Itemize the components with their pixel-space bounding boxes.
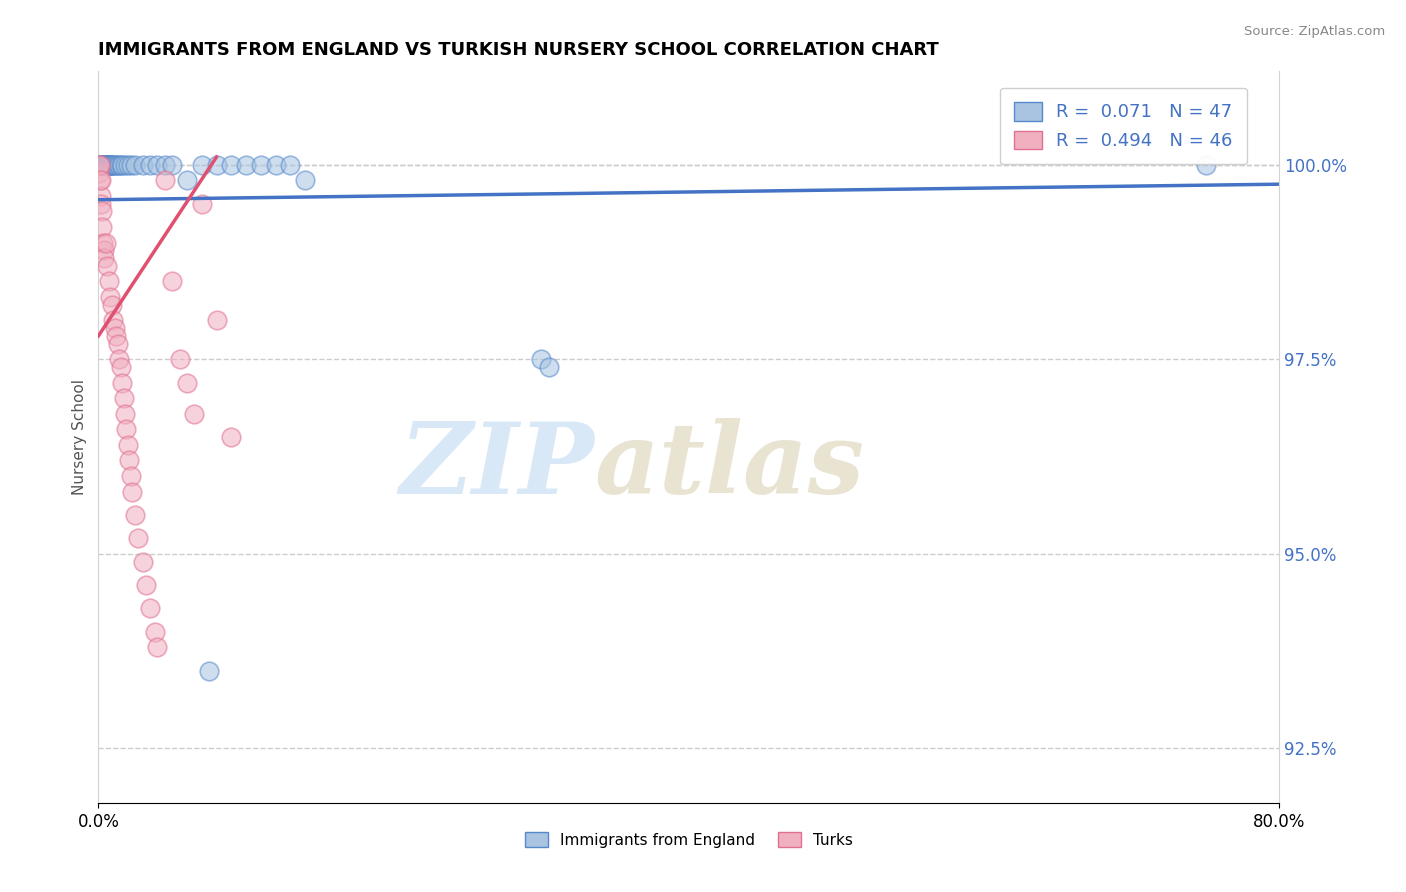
Point	[120, 469, 142, 483]
Point	[537, 359, 560, 374]
Point	[91, 158, 114, 172]
Point	[235, 158, 257, 172]
Point	[112, 391, 135, 405]
Point	[135, 578, 157, 592]
Point	[90, 173, 112, 187]
Point	[191, 158, 214, 172]
Point	[89, 158, 111, 172]
Point	[114, 158, 136, 172]
Point	[132, 555, 155, 569]
Point	[89, 173, 111, 187]
Point	[104, 321, 127, 335]
Point	[146, 640, 169, 655]
Point	[118, 453, 141, 467]
Point	[91, 219, 114, 234]
Point	[280, 158, 302, 172]
Point	[90, 158, 112, 172]
Point	[98, 158, 121, 172]
Point	[90, 204, 112, 219]
Point	[94, 158, 117, 172]
Point	[169, 352, 191, 367]
Point	[146, 158, 169, 172]
Point	[120, 158, 142, 172]
Point	[530, 352, 553, 367]
Point	[107, 336, 129, 351]
Point	[153, 158, 176, 172]
Point	[294, 173, 316, 187]
Point	[191, 196, 214, 211]
Point	[105, 329, 128, 343]
Point	[115, 422, 138, 436]
Point	[97, 275, 120, 289]
Point	[108, 352, 131, 367]
Point	[100, 158, 122, 172]
Point	[94, 235, 117, 250]
Point	[1195, 158, 1218, 172]
Point	[93, 158, 115, 172]
Text: atlas: atlas	[595, 418, 865, 515]
Point	[100, 158, 122, 172]
Point	[90, 196, 112, 211]
Point	[117, 158, 139, 172]
Point	[97, 158, 120, 172]
Text: IMMIGRANTS FROM ENGLAND VS TURKISH NURSERY SCHOOL CORRELATION CHART: IMMIGRANTS FROM ENGLAND VS TURKISH NURSE…	[98, 41, 939, 59]
Point	[139, 601, 162, 615]
Point	[121, 484, 143, 499]
Point	[221, 158, 243, 172]
Point	[110, 359, 132, 374]
Point	[111, 376, 134, 390]
Point	[183, 407, 205, 421]
Point	[114, 407, 136, 421]
Point	[96, 158, 118, 172]
Point	[132, 158, 155, 172]
Legend: Immigrants from England, Turks: Immigrants from England, Turks	[519, 825, 859, 854]
Text: ZIP: ZIP	[399, 418, 595, 515]
Point	[101, 158, 124, 172]
Point	[176, 376, 198, 390]
Text: Source: ZipAtlas.com: Source: ZipAtlas.com	[1244, 25, 1385, 38]
Point	[139, 158, 162, 172]
Point	[89, 165, 111, 179]
Point	[264, 158, 287, 172]
Point	[108, 158, 131, 172]
Point	[100, 298, 122, 312]
Point	[103, 313, 125, 327]
Point	[90, 189, 112, 203]
Point	[98, 290, 121, 304]
Point	[90, 158, 112, 172]
Point	[162, 275, 183, 289]
Point	[110, 158, 132, 172]
Point	[124, 158, 146, 172]
Point	[250, 158, 273, 172]
Point	[104, 158, 127, 172]
Point	[198, 664, 221, 678]
Point	[97, 158, 120, 172]
Point	[93, 251, 115, 265]
Point	[91, 235, 114, 250]
Point	[221, 430, 243, 444]
Point	[105, 158, 128, 172]
Point	[98, 158, 121, 172]
Point	[107, 158, 129, 172]
Point	[143, 624, 166, 639]
Point	[153, 173, 176, 187]
Point	[93, 158, 115, 172]
Point	[96, 158, 118, 172]
Point	[176, 173, 198, 187]
Point	[111, 158, 134, 172]
Point	[103, 158, 125, 172]
Point	[205, 158, 228, 172]
Point	[93, 244, 115, 258]
Point	[91, 158, 114, 172]
Point	[127, 531, 149, 545]
Point	[117, 438, 139, 452]
Point	[205, 313, 228, 327]
Point	[162, 158, 183, 172]
Point	[89, 158, 111, 172]
Point	[94, 158, 117, 172]
Point	[89, 158, 111, 172]
Point	[124, 508, 146, 522]
Y-axis label: Nursery School: Nursery School	[72, 379, 87, 495]
Point	[96, 259, 118, 273]
